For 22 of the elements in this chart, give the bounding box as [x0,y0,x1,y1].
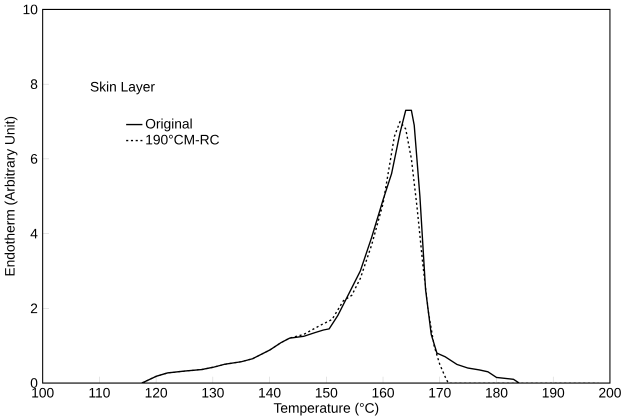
x-tick-label: 120 [146,388,168,398]
x-tick-label: 110 [89,388,110,398]
x-tick-label: 140 [259,388,281,398]
y-tick-label: 4 [30,228,38,238]
legend-label: Original [146,118,192,132]
x-tick-label: 100 [32,388,54,398]
x-tick-label: 160 [372,388,394,398]
x-tick-label: 180 [486,388,508,398]
y-tick-label: 10 [24,4,38,14]
x-tick-label: 200 [599,388,621,398]
x-tick-label: 190 [542,388,564,398]
annotation: Skin Layer [90,81,155,94]
y-tick-label: 0 [30,378,38,388]
y-tick-label: 6 [30,154,38,164]
y-tick-label: 2 [30,303,38,314]
x-tick-label: 150 [316,388,338,398]
x-tick-label: 170 [429,388,451,398]
x-tick-label: 130 [202,388,224,398]
y-axis-title: Endotherm (Arbitrary Unit) [4,116,18,276]
y-tick-label: 8 [30,79,38,89]
x-axis-title: Temperature (°C) [274,402,378,416]
legend-label: 190°CM-RC [146,134,219,144]
